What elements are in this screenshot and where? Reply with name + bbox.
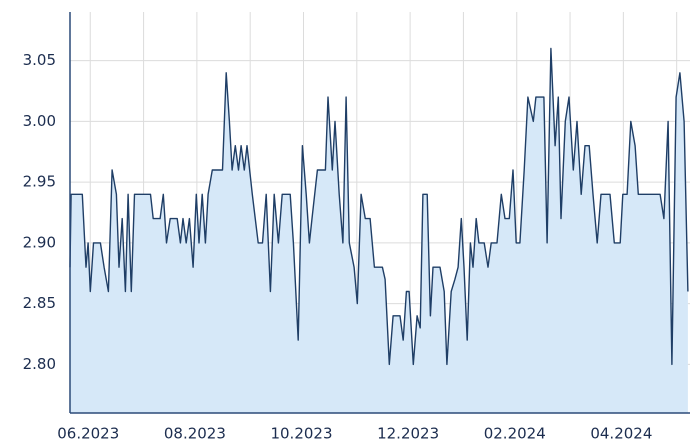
x-tick-label: 12.2023 (377, 425, 439, 441)
x-tick-label: 08.2023 (164, 425, 226, 441)
line (69, 47, 689, 366)
x-tick-label: 10.2023 (270, 425, 332, 441)
y-tick-label: 2.95 (23, 173, 56, 191)
y-tick-label: 2.80 (23, 355, 56, 373)
y-tick-label: 3.00 (23, 112, 56, 130)
area-fill (70, 48, 688, 413)
y-tick-label: 2.90 (23, 233, 56, 251)
y-tick-label: 2.85 (23, 294, 56, 312)
x-tick-label: 06.2023 (57, 425, 119, 441)
y-tick-label: 3.05 (23, 51, 56, 69)
x-tick-label: 04.2024 (590, 425, 652, 441)
x-tick-label: 02.2024 (484, 425, 546, 441)
